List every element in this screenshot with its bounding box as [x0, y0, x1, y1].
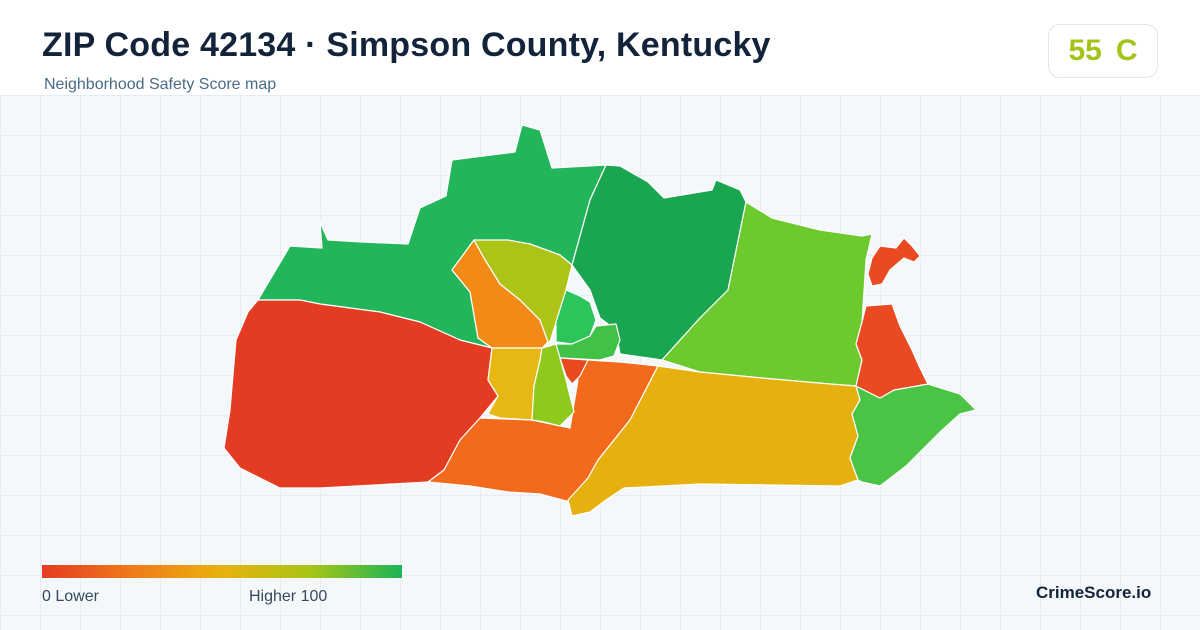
score-grade: C [1115, 34, 1138, 67]
brand-name: CrimeScore.io [1036, 583, 1152, 602]
page-title: ZIP Code 42134 · Simpson County, Kentuck… [42, 26, 771, 64]
page-subtitle: Neighborhood Safety Score map [44, 76, 277, 93]
map-region-east-edge[interactable] [855, 303, 929, 399]
legend-high-label: Higher 100 [249, 588, 328, 605]
safety-score-badge: 55 C [1048, 24, 1158, 78]
map-region-downtown-north[interactable] [473, 239, 573, 343]
map-region-downtown-south[interactable] [531, 343, 575, 427]
header [0, 0, 1200, 95]
map-region-south[interactable] [567, 365, 861, 517]
map-region-downtown-east[interactable] [555, 323, 621, 361]
map-region-southeast[interactable] [849, 383, 977, 487]
score-value: 55 [1068, 34, 1102, 67]
map-region-downtown-sliver[interactable] [559, 357, 589, 385]
map-region-far-east-tip[interactable] [867, 237, 921, 287]
legend-low-label: 0 Lower [42, 588, 99, 605]
legend-gradient-bar [42, 565, 402, 578]
